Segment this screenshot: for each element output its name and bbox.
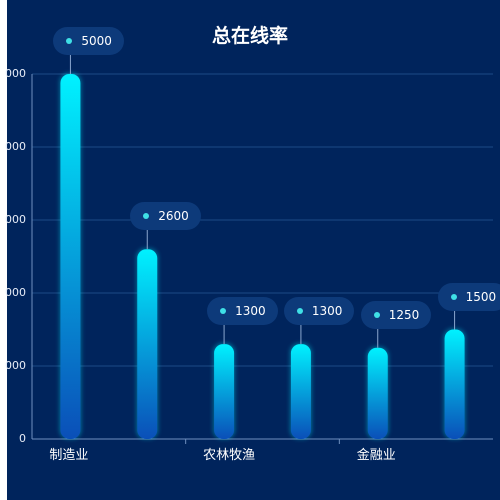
callout-dot-icon [220, 308, 227, 315]
callout-dot-icon [143, 213, 150, 220]
data-label-callout: 1500 [437, 282, 500, 311]
data-label-callout: 5000 [53, 27, 124, 55]
data-label: 5000 [81, 34, 112, 48]
y-tick-label: 0 [19, 432, 26, 445]
x-tick-label: 金融业 [356, 448, 396, 463]
y-tick-label: 000 [5, 286, 26, 299]
data-label: 2600 [158, 209, 189, 224]
x-tick-label: 制造业 [49, 448, 89, 463]
chart-panel [7, 0, 500, 500]
data-label: 1250 [388, 307, 420, 322]
x-tick-label: 农林牧渔 [203, 448, 256, 463]
data-label-callout: 1300 [207, 297, 278, 326]
bar[interactable] [444, 329, 465, 440]
data-label-callout: 2600 [130, 202, 201, 231]
bar[interactable] [214, 344, 235, 439]
data-label-callout: 1300 [283, 297, 355, 326]
data-label-callout: 1250 [360, 300, 432, 329]
chart-title: 总在线率 [211, 25, 288, 47]
data-label: 1500 [465, 289, 497, 304]
callout-dot-icon [450, 293, 457, 300]
callout-dot-icon [373, 311, 380, 318]
y-tick-label: 000 [5, 213, 26, 226]
bar[interactable] [367, 347, 388, 439]
bar[interactable] [60, 74, 81, 439]
y-tick-label: 000 [5, 140, 26, 153]
callout-dot-icon [66, 38, 73, 44]
bar[interactable] [290, 344, 311, 439]
callout-dot-icon [296, 308, 303, 315]
data-label: 1300 [235, 304, 266, 319]
y-tick-label: 000 [5, 359, 26, 372]
data-label: 1300 [311, 304, 343, 319]
bar[interactable] [137, 249, 158, 439]
y-tick-label: 000 [5, 67, 26, 80]
